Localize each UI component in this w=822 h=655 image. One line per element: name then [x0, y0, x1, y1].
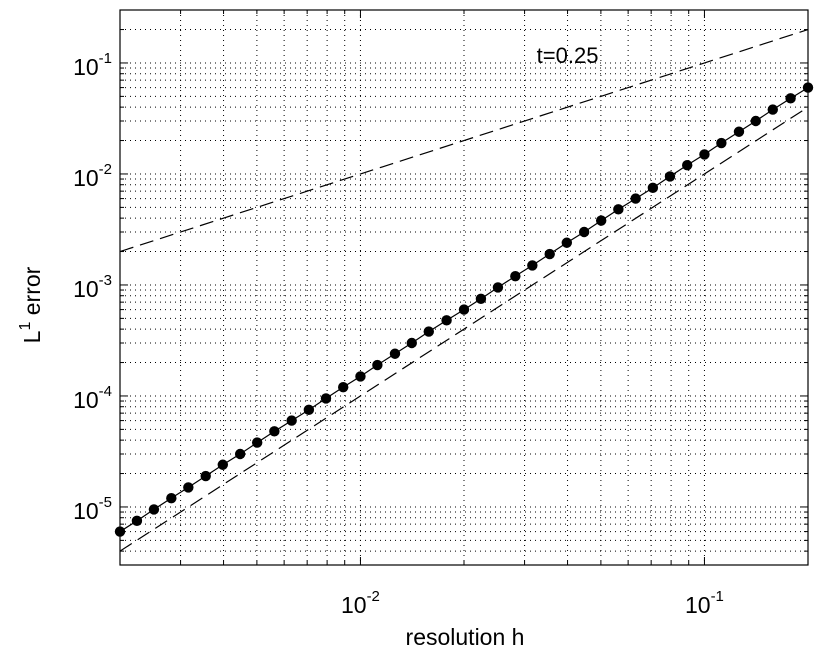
y-axis-label: L1 error — [17, 266, 45, 343]
y-tick-label: 10-3 — [73, 272, 112, 302]
data-point — [767, 104, 778, 115]
y-tick-label-base: 10 — [73, 54, 99, 80]
data-point — [733, 126, 745, 137]
data-point — [785, 93, 796, 104]
x-tick-label-base: 10 — [341, 592, 367, 618]
y-tick-label-exponent: -1 — [99, 50, 112, 67]
data-point — [338, 381, 349, 393]
x-tick-label-base: 10 — [685, 592, 711, 618]
y-tick-label-base: 10 — [73, 387, 99, 413]
reference-line-2 — [119, 106, 809, 552]
data-point — [355, 371, 366, 382]
data-point — [320, 393, 332, 404]
data-point — [251, 437, 263, 448]
data-point — [527, 260, 538, 271]
y-tick-label: 10-1 — [73, 50, 112, 80]
x-axis-label: resolution h — [406, 624, 525, 650]
data-point — [561, 237, 573, 248]
data-point — [372, 359, 383, 371]
data-point — [492, 282, 504, 293]
data-point — [578, 226, 590, 238]
data-point — [647, 182, 659, 194]
y-tick-label-exponent: -5 — [99, 494, 112, 511]
tick-labels: 10-2 10-110-510-410-310-210-1 — [73, 50, 724, 618]
data-point — [475, 293, 487, 305]
y-tick-label-base: 10 — [73, 165, 99, 191]
data-point — [458, 304, 470, 315]
y-tick-label-base: 10 — [73, 498, 99, 524]
data-point — [441, 315, 452, 326]
x-tick-label-exponent: -1 — [711, 588, 724, 605]
y-axis-label-superscript: 1 — [17, 322, 34, 331]
data-point — [716, 137, 727, 149]
y-tick-label-exponent: -3 — [99, 272, 112, 289]
data-point — [544, 248, 555, 260]
x-tick-label-exponent: -2 — [367, 588, 380, 605]
data-point — [200, 470, 211, 482]
y-tick-label-base: 10 — [73, 276, 99, 302]
data-point — [406, 337, 417, 349]
data-point — [286, 415, 297, 426]
data-point — [595, 215, 607, 226]
annotation-text: t=0.25 — [537, 43, 599, 68]
data-point — [510, 270, 521, 282]
x-tick-label: 10-1 — [685, 588, 724, 618]
data-point — [682, 159, 693, 171]
data-point — [148, 504, 160, 515]
y-axis-label-rest: error — [19, 266, 45, 321]
data-point — [389, 348, 401, 359]
data-point — [630, 193, 641, 204]
data-point — [664, 171, 676, 182]
data-point — [750, 115, 761, 127]
data-point — [423, 326, 434, 337]
data-point — [613, 204, 624, 215]
axis-ticks — [119, 10, 809, 566]
x-tick-label: 10-2 — [341, 588, 380, 618]
data-point — [234, 448, 246, 460]
y-axis-label-base: L — [19, 330, 45, 343]
data-point — [303, 404, 315, 416]
plot-frame — [119, 9, 809, 566]
data-point — [183, 482, 194, 493]
series-layer — [114, 28, 814, 552]
y-tick-label: 10-4 — [73, 383, 112, 413]
data-point — [166, 492, 177, 504]
y-tick-label: 10-5 — [73, 494, 112, 524]
data-point — [131, 515, 143, 527]
y-tick-label: 10-2 — [73, 161, 112, 191]
reference-line-1 — [119, 28, 809, 253]
data-point — [269, 426, 280, 437]
data-point — [699, 149, 710, 160]
data-point — [217, 459, 229, 470]
y-tick-label-exponent: -2 — [99, 161, 112, 178]
y-tick-label-exponent: -4 — [99, 383, 112, 400]
grid — [120, 10, 808, 565]
